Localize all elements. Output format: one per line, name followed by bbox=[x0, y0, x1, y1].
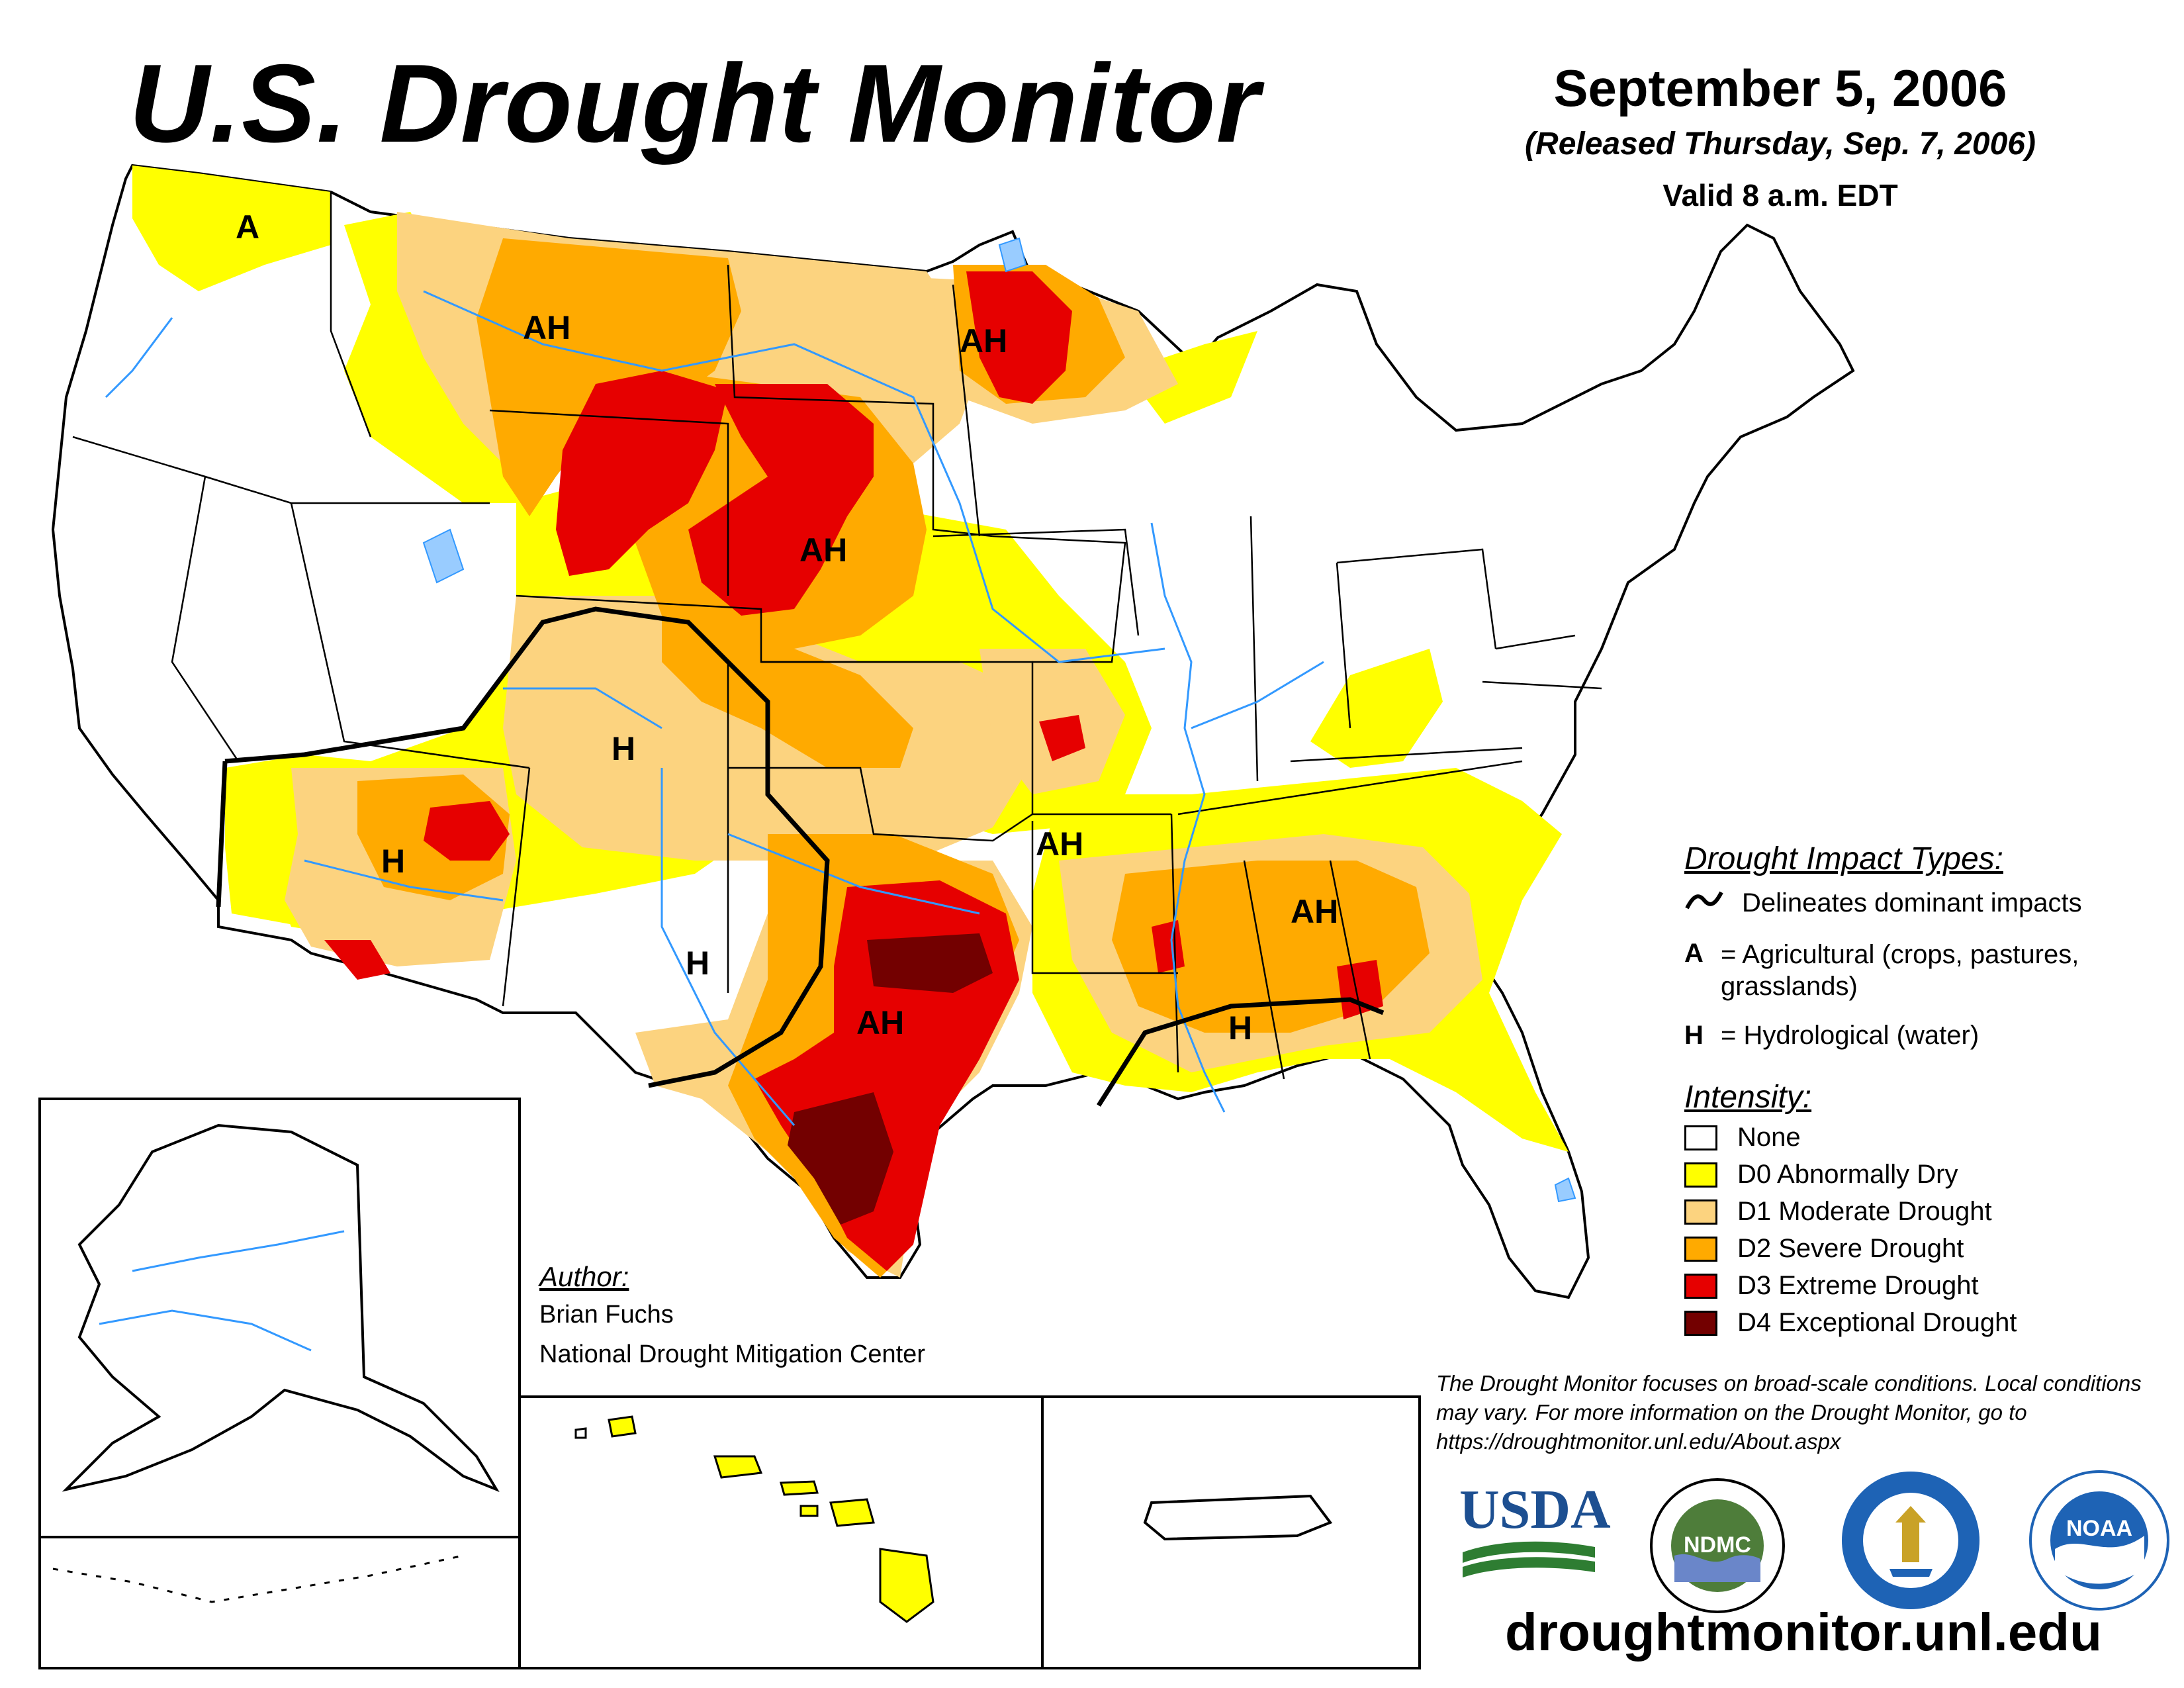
alaska-inset bbox=[52, 1123, 500, 1603]
label-co: H bbox=[612, 730, 635, 767]
swatch-d4 bbox=[1684, 1311, 1717, 1336]
ndmc-logo-text: NDMC bbox=[1684, 1532, 1751, 1558]
d0-ohio-valley bbox=[1310, 649, 1443, 768]
swatch-d1 bbox=[1684, 1199, 1717, 1225]
d3-minnesota bbox=[966, 271, 1072, 404]
d3-az-south bbox=[324, 940, 390, 980]
swatch-d3 bbox=[1684, 1274, 1717, 1299]
d4-oklahoma bbox=[867, 933, 993, 993]
hydrological-desc: = Hydrological (water) bbox=[1721, 1021, 1979, 1050]
label-nm: H bbox=[686, 945, 709, 982]
label-az: H bbox=[381, 843, 405, 880]
legend-d1: D1 Moderate Drought bbox=[1737, 1197, 1992, 1226]
author-title: Author: bbox=[539, 1261, 629, 1292]
noaa-logo-text: NOAA bbox=[2066, 1516, 2132, 1541]
legend-none: None bbox=[1737, 1123, 1801, 1152]
legend-d0: D0 Abnormally Dry bbox=[1737, 1160, 1958, 1189]
lakes bbox=[422, 237, 1576, 1203]
delineation-line-icon bbox=[1685, 891, 1723, 910]
usda-logo bbox=[1463, 1541, 1595, 1577]
release-date: (Released Thursday, Sep. 7, 2006) bbox=[1525, 126, 2036, 162]
d3-missouri bbox=[1039, 715, 1085, 761]
legend-d2: D2 Severe Drought bbox=[1737, 1234, 1964, 1263]
usda-logo-text: USDA bbox=[1459, 1479, 1611, 1540]
hawaii-inset bbox=[574, 1415, 934, 1623]
intensity-title: Intensity: bbox=[1684, 1080, 1812, 1115]
legend-d4: D4 Exceptional Drought bbox=[1737, 1308, 2017, 1337]
state-borders bbox=[72, 192, 1602, 1080]
d0-upper-michigan bbox=[1125, 331, 1257, 424]
inset-frames bbox=[38, 1098, 1421, 1669]
label-mn: AH bbox=[960, 322, 1007, 359]
hydrological-key: H bbox=[1684, 1021, 1704, 1050]
legend-d3: D3 Extreme Drought bbox=[1737, 1271, 1979, 1300]
swatch-none bbox=[1684, 1125, 1717, 1150]
label-la: H bbox=[1228, 1009, 1252, 1047]
noaa-logo: NOAA bbox=[2029, 1470, 2169, 1611]
d3-dakotas bbox=[688, 384, 874, 616]
label-tx: AH bbox=[856, 1004, 904, 1041]
d2-northern-plains bbox=[477, 238, 741, 516]
department-of-commerce-logo bbox=[1842, 1472, 1979, 1609]
ndmc-logo: NDMC bbox=[1650, 1478, 1785, 1613]
d3-alabama bbox=[1337, 960, 1383, 1019]
site-url[interactable]: droughtmonitor.unl.edu bbox=[1504, 1603, 2103, 1662]
swatch-d2 bbox=[1684, 1237, 1717, 1262]
valid-time: Valid 8 a.m. EDT bbox=[1662, 178, 1898, 212]
puerto-rico-inset bbox=[1143, 1494, 1333, 1541]
label-wa: A bbox=[236, 209, 259, 246]
d4-south-texas bbox=[788, 1092, 893, 1225]
delineation-label: Delineates dominant impacts bbox=[1742, 888, 2082, 917]
impact-types-title: Drought Impact Types: bbox=[1684, 841, 2003, 876]
map-title: U.S. Drought Monitor bbox=[129, 41, 1261, 165]
map-date: September 5, 2006 bbox=[1553, 59, 2007, 117]
disclaimer-text: The Drought Monitor focuses on broad-sca… bbox=[1436, 1371, 2142, 1454]
d3-arkansas-miss bbox=[1152, 920, 1185, 973]
impact-lines bbox=[216, 606, 1385, 1107]
agricultural-desc: = Agricultural (crops, pastures, grassla… bbox=[1721, 940, 2079, 1001]
author-name: Brian Fuchs bbox=[539, 1301, 674, 1329]
d0-pacific-nw bbox=[132, 165, 331, 291]
impact-labels: A AH AH AH H H H AH AH AH H bbox=[236, 209, 1338, 1047]
label-mt: AH bbox=[523, 309, 570, 346]
d2-colorado-kansas bbox=[662, 596, 913, 768]
agricultural-key: A bbox=[1684, 939, 1704, 968]
label-al: AH bbox=[1291, 893, 1338, 930]
author-org: National Drought Mitigation Center bbox=[539, 1340, 925, 1368]
d3-arizona bbox=[424, 801, 510, 861]
label-ks: AH bbox=[1036, 825, 1083, 863]
swatch-d0 bbox=[1684, 1162, 1717, 1188]
label-sd: AH bbox=[799, 532, 847, 569]
rivers bbox=[105, 290, 1324, 1126]
